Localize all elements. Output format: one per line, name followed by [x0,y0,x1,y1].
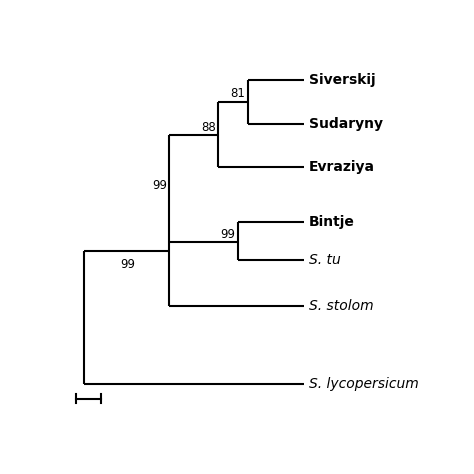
Text: 88: 88 [201,121,216,134]
Text: S. stolom: S. stolom [309,299,374,313]
Text: S. tu: S. tu [309,253,341,267]
Text: Evraziya: Evraziya [309,160,375,174]
Text: 81: 81 [230,87,246,100]
Text: 99: 99 [152,179,167,191]
Text: Bintje: Bintje [309,215,355,229]
Text: Siverskij: Siverskij [309,73,376,87]
Text: 99: 99 [120,258,136,271]
Text: Sudaryny: Sudaryny [309,117,383,130]
Text: S. lycopersicum: S. lycopersicum [309,377,419,391]
Text: 99: 99 [220,228,236,241]
